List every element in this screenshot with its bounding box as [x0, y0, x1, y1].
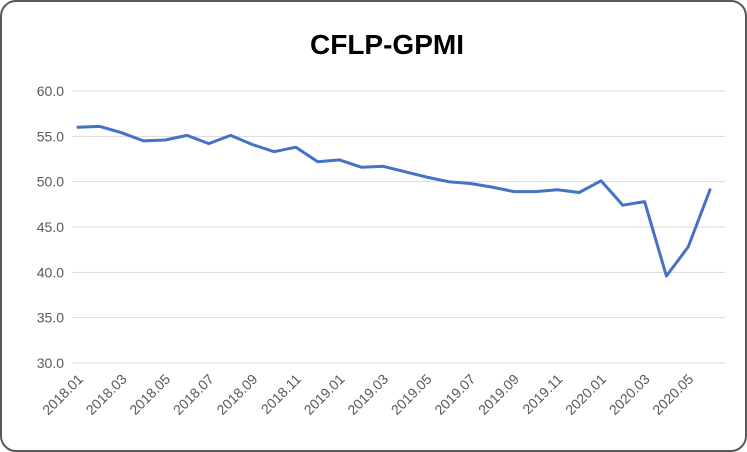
y-tick-label: 45.0: [37, 219, 64, 235]
x-tick-label: 2018.03: [83, 371, 130, 418]
y-tick-label: 40.0: [37, 264, 64, 280]
data-series-line: [76, 124, 712, 278]
x-tick-label: 2019.01: [301, 371, 348, 418]
x-tick-label: 2019.09: [475, 371, 522, 418]
y-tick-label: 60.0: [37, 83, 64, 99]
x-tick-label: 2019.07: [431, 371, 478, 418]
x-tick-label: 2018.01: [39, 371, 86, 418]
y-tick-label: 55.0: [37, 128, 64, 144]
x-tick-label: 2019.03: [344, 371, 391, 418]
series-group: [76, 124, 712, 278]
x-tick-label: 2020.01: [562, 371, 609, 418]
y-tick-label: 50.0: [37, 174, 64, 190]
x-tick-label: 2020.03: [606, 371, 653, 418]
x-axis-labels-group: 2018.012018.032018.052018.072018.092018.…: [39, 371, 696, 418]
y-tick-label: 35.0: [37, 310, 64, 326]
x-tick-label: 2018.05: [126, 371, 173, 418]
y-axis-labels-group: 60.0 55.0 50.0 45.0 40.0 35.0 30.0: [37, 83, 64, 371]
x-tick-label: 2018.11: [258, 371, 305, 418]
x-tick-label: 2020.05: [649, 371, 696, 418]
x-tick-label: 2018.09: [213, 371, 260, 418]
x-tick-label: 2019.11: [519, 371, 566, 418]
y-tick-label: 30.0: [37, 355, 64, 371]
x-tick-label: 2018.07: [170, 371, 217, 418]
chart-title: CFLP-GPMI: [310, 29, 464, 60]
gridlines-group: [72, 90, 725, 364]
x-tick-label: 2019.05: [388, 371, 435, 418]
